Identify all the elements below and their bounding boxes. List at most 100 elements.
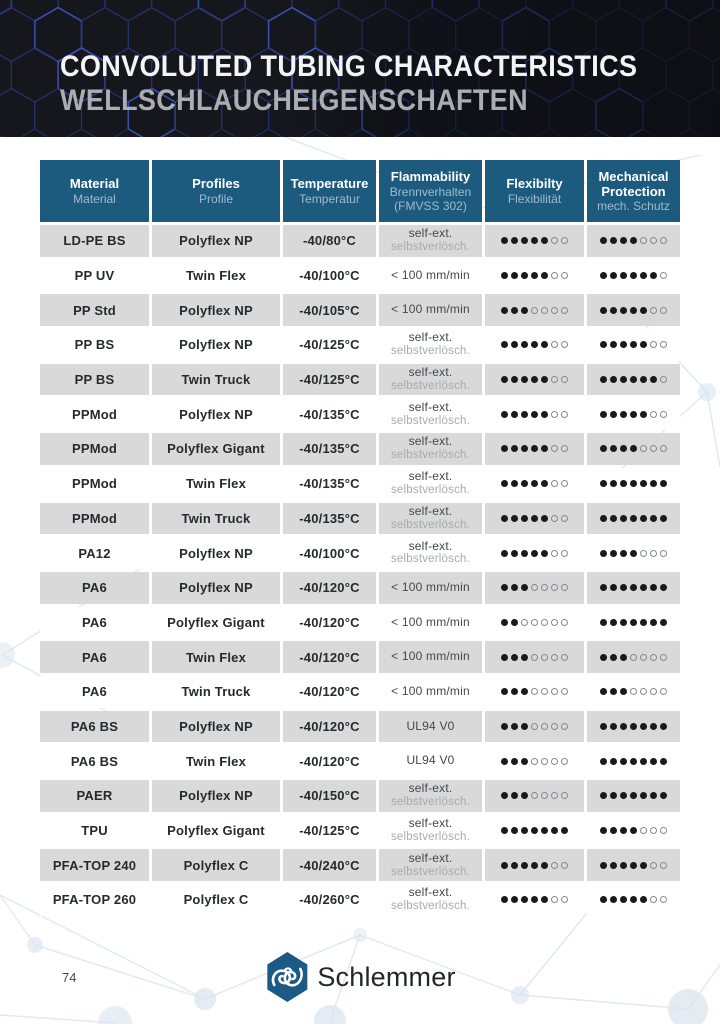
rating-dot-filled (511, 376, 518, 384)
rating-dot-empty (640, 237, 647, 245)
rating-dot-filled (501, 896, 508, 904)
rating-dot-empty (531, 306, 538, 314)
rating-dot-filled (521, 376, 528, 384)
rating-dot-filled (620, 549, 627, 557)
cell-profile: Twin Truck (152, 502, 280, 535)
rating-dot-empty (650, 306, 657, 314)
rating-dot-filled (600, 480, 607, 488)
cell-material: PA12 (40, 537, 149, 569)
rating-dot-filled (610, 722, 617, 730)
rating-dot-filled (521, 653, 528, 661)
rating-dot-empty (551, 341, 558, 349)
rating-dot-filled (640, 792, 647, 800)
cell-temperature: -40/120°C (283, 710, 376, 743)
rating-dot-empty (551, 722, 558, 730)
rating-dot-empty (551, 514, 558, 522)
rating-dot-filled (620, 688, 627, 696)
rating-dot-empty (660, 549, 667, 557)
rating-dot-filled (660, 618, 667, 626)
rating-dot-filled (640, 376, 647, 384)
cell-material: PAER (40, 780, 149, 812)
cell-profile: Polyflex NP (152, 571, 280, 604)
cell-profile: Polyflex Gigant (152, 814, 280, 847)
flexibility-rating (485, 398, 584, 431)
rating-dot-filled (561, 827, 568, 835)
rating-dot-filled (640, 480, 647, 488)
rating-dot-filled (511, 688, 518, 696)
rating-dot-filled (610, 757, 617, 765)
rating-dot-empty (630, 688, 637, 696)
rating-dot-filled (501, 376, 508, 384)
rating-dot-empty (541, 653, 548, 661)
cell-temperature: -40/100°C (283, 259, 376, 292)
flexibility-rating (485, 710, 584, 743)
rating-dot-filled (660, 722, 667, 730)
rating-dot-filled (600, 410, 607, 418)
cell-material: PA6 BS (40, 710, 149, 743)
rating-dot-empty (660, 237, 667, 245)
mechanical-protection-rating (587, 467, 680, 500)
rating-dot-empty (660, 410, 667, 418)
flexibility-rating (485, 259, 584, 292)
rating-dot-filled (650, 757, 657, 765)
flexibility-rating (485, 467, 584, 500)
rating-dot-filled (660, 514, 667, 522)
rating-dot-filled (511, 341, 518, 349)
rating-dot-filled (620, 861, 627, 869)
rating-dot-empty (561, 757, 568, 765)
page-title: CONVOLUTED TUBING CHARACTERISTICS (60, 50, 638, 83)
rating-dot-empty (660, 445, 667, 453)
rating-dot-filled (531, 549, 538, 557)
rating-dot-filled (531, 514, 538, 522)
cell-flammability: < 100 mm/min (379, 641, 482, 673)
rating-dot-filled (600, 376, 607, 384)
rating-dot-filled (600, 757, 607, 765)
cell-flammability: self-ext. selbstverlösch. (379, 502, 482, 535)
cell-material: PA6 (40, 675, 149, 708)
cell-material: PA6 (40, 606, 149, 639)
flexibility-rating (485, 225, 584, 257)
rating-dot-filled (630, 306, 637, 314)
rating-dot-filled (501, 237, 508, 245)
mechanical-protection-rating (587, 259, 680, 292)
flexibility-rating (485, 363, 584, 396)
rating-dot-filled (620, 376, 627, 384)
rating-dot-filled (600, 688, 607, 696)
rating-dot-filled (521, 827, 528, 835)
mechanical-protection-rating (587, 537, 680, 569)
mechanical-protection-rating (587, 363, 680, 396)
rating-dot-empty (551, 306, 558, 314)
rating-dot-filled (610, 272, 617, 280)
cell-temperature: -40/120°C (283, 641, 376, 673)
cell-profile: Twin Flex (152, 641, 280, 673)
rating-dot-filled (501, 514, 508, 522)
rating-dot-filled (501, 549, 508, 557)
rating-dot-filled (630, 827, 637, 835)
rating-dot-empty (561, 549, 568, 557)
rating-dot-filled (610, 618, 617, 626)
cell-material: PPMod (40, 467, 149, 500)
banner-shade-overlay (0, 0, 720, 137)
cell-material: TPU (40, 814, 149, 847)
flexibility-rating (485, 606, 584, 639)
mechanical-protection-rating (587, 745, 680, 777)
rating-dot-filled (511, 584, 518, 592)
rating-dot-filled (640, 584, 647, 592)
cell-profile: Polyflex NP (152, 329, 280, 361)
rating-dot-filled (620, 341, 627, 349)
flexibility-rating (485, 675, 584, 708)
background-network-pattern (0, 137, 720, 1024)
rating-dot-filled (660, 792, 667, 800)
rating-dot-empty (561, 792, 568, 800)
rating-dot-empty (551, 237, 558, 245)
cell-material: PA6 (40, 571, 149, 604)
cell-profile: Twin Flex (152, 467, 280, 500)
rating-dot-filled (630, 549, 637, 557)
rating-dot-filled (511, 896, 518, 904)
rating-dot-filled (650, 618, 657, 626)
rating-dot-empty (541, 792, 548, 800)
rating-dot-filled (521, 237, 528, 245)
rating-dot-filled (501, 757, 508, 765)
cell-material: PFA-TOP 240 (40, 849, 149, 882)
flexibility-rating (485, 780, 584, 812)
